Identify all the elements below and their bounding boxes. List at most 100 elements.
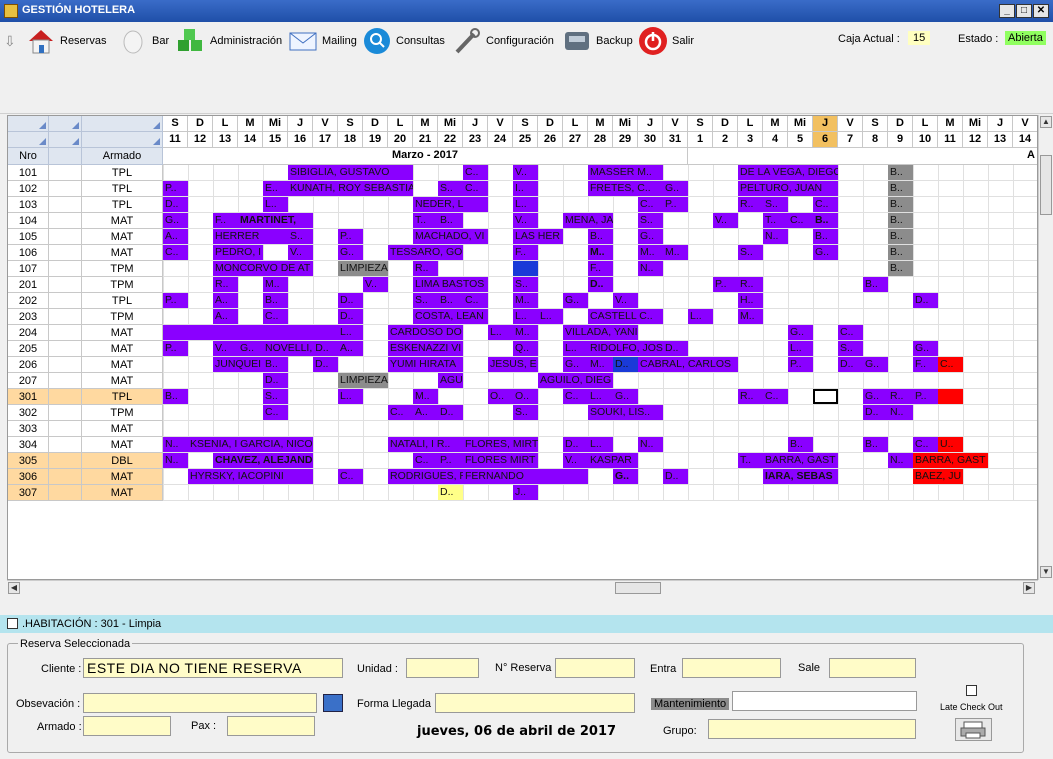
booking-block[interactable]: BARRA, GAST: [763, 453, 838, 468]
booking-block[interactable]: S..: [638, 213, 663, 228]
booking-block[interactable]: D..: [438, 405, 463, 420]
booking-block[interactable]: S..: [738, 245, 763, 260]
booking-block[interactable]: [163, 325, 338, 340]
day-letter[interactable]: J: [463, 116, 488, 132]
day-number[interactable]: 6: [813, 132, 838, 148]
day-number[interactable]: 4: [763, 132, 788, 148]
booking-block[interactable]: S..: [763, 197, 788, 212]
booking-block[interactable]: V..: [713, 213, 738, 228]
booking-block[interactable]: B..: [438, 293, 463, 308]
day-number[interactable]: 21: [413, 132, 438, 148]
day-letter[interactable]: Mi: [263, 116, 288, 132]
booking-block[interactable]: B..: [263, 357, 288, 372]
booking-block[interactable]: M..: [513, 293, 538, 308]
room-armado[interactable]: MAT: [82, 341, 163, 357]
day-number[interactable]: 14: [238, 132, 263, 148]
header-filter-cell[interactable]: [8, 116, 49, 132]
pax-field[interactable]: [227, 716, 315, 736]
booking-block[interactable]: U..: [938, 437, 963, 452]
booking-block[interactable]: D..: [338, 309, 363, 324]
day-letter[interactable]: S: [863, 116, 888, 132]
day-number[interactable]: 19: [363, 132, 388, 148]
header-filter-cell[interactable]: [49, 132, 82, 148]
booking-block[interactable]: LIMPIEZA: [338, 373, 388, 388]
day-number[interactable]: 23: [463, 132, 488, 148]
room-number[interactable]: 105: [8, 229, 49, 245]
scroll-down-icon[interactable]: ▼: [1040, 566, 1052, 578]
booking-block[interactable]: P..: [788, 357, 813, 372]
day-letter[interactable]: L: [388, 116, 413, 132]
booking-block[interactable]: D..: [863, 405, 888, 420]
booking-block[interactable]: JESUS, E: [488, 357, 538, 372]
booking-block[interactable]: B..: [888, 181, 913, 196]
toolbar-arrow-icon[interactable]: ⇩: [4, 32, 16, 49]
booking-block[interactable]: LAS HER: [513, 229, 563, 244]
day-number[interactable]: 17: [313, 132, 338, 148]
booking-block[interactable]: G..: [163, 213, 188, 228]
room-armado[interactable]: TPL: [82, 197, 163, 213]
booking-block[interactable]: FLORES, MIRT: [463, 437, 538, 452]
booking-block[interactable]: D..: [438, 485, 463, 500]
booking-block[interactable]: N..: [763, 229, 788, 244]
room-number[interactable]: 205: [8, 341, 49, 357]
consultas-button[interactable]: Consultas: [362, 24, 445, 58]
booking-block[interactable]: G..: [613, 469, 638, 484]
booking-block[interactable]: O..: [488, 389, 513, 404]
booking-block[interactable]: MACHADO, VI: [413, 229, 488, 244]
booking-block[interactable]: C..: [338, 469, 363, 484]
room-number[interactable]: 107: [8, 261, 49, 277]
booking-block[interactable]: C..: [638, 197, 663, 212]
day-number[interactable]: 13: [988, 132, 1013, 148]
booking-block[interactable]: G..: [238, 341, 263, 356]
print-button[interactable]: [955, 718, 992, 741]
booking-block[interactable]: L..: [263, 197, 288, 212]
booking-block[interactable]: KSENIA, I GARCIA, NICO: [188, 437, 313, 452]
day-letter[interactable]: J: [813, 116, 838, 132]
booking-block[interactable]: L..: [538, 309, 563, 324]
header-filter-cell[interactable]: [49, 116, 82, 132]
booking-block[interactable]: ESKENAZZI VI M..: [388, 341, 463, 356]
room-armado[interactable]: MAT: [82, 325, 163, 341]
mailing-button[interactable]: Mailing: [288, 24, 357, 58]
booking-block[interactable]: G..: [663, 181, 688, 196]
room-number[interactable]: 202: [8, 293, 49, 309]
booking-block[interactable]: D..: [838, 357, 863, 372]
vertical-scrollbar[interactable]: ▲ ▼: [1038, 115, 1052, 580]
room-number[interactable]: 206: [8, 357, 49, 373]
booking-block[interactable]: M..: [663, 245, 688, 260]
room-number[interactable]: 302: [8, 405, 49, 421]
day-letter[interactable]: M: [938, 116, 963, 132]
booking-block[interactable]: MONCORVO DE AT: [213, 261, 313, 276]
day-letter[interactable]: M: [413, 116, 438, 132]
booking-block[interactable]: V..: [213, 341, 238, 356]
booking-block[interactable]: SOUKI, LIS..: [588, 405, 663, 420]
booking-block[interactable]: TESSARO, GO: [388, 245, 463, 260]
room-number[interactable]: 101: [8, 165, 49, 181]
booking-block[interactable]: MARTINET,: [238, 213, 313, 228]
day-letter[interactable]: Mi: [438, 116, 463, 132]
booking-block[interactable]: V..: [363, 277, 388, 292]
booking-block[interactable]: C..: [163, 245, 188, 260]
booking-block[interactable]: C..: [938, 357, 963, 372]
booking-block[interactable]: C..: [463, 293, 488, 308]
booking-block[interactable]: BARRA, GAST: [913, 453, 988, 468]
booking-block[interactable]: B..: [863, 277, 888, 292]
booking-block[interactable]: CABRAL, CARLOS: [638, 357, 738, 372]
day-letter[interactable]: D: [713, 116, 738, 132]
booking-block[interactable]: B..: [813, 213, 838, 228]
booking-block[interactable]: M..: [738, 309, 763, 324]
room-number[interactable]: 306: [8, 469, 49, 485]
booking-block[interactable]: B..: [438, 213, 463, 228]
day-number[interactable]: 27: [563, 132, 588, 148]
booking-block[interactable]: PELTURO, JUAN: [738, 181, 838, 196]
booking-block[interactable]: L..: [488, 325, 513, 340]
room-armado[interactable]: TPM: [82, 261, 163, 277]
day-number[interactable]: 5: [788, 132, 813, 148]
day-number[interactable]: 30: [638, 132, 663, 148]
booking-block[interactable]: NOVELLI, D..: [263, 341, 338, 356]
booking-block[interactable]: VILLADA, YANINA: [563, 325, 638, 340]
booking-block[interactable]: JUNQUEI: [213, 357, 263, 372]
late-checkout-checkbox[interactable]: [966, 685, 977, 696]
booking-block[interactable]: S..: [263, 389, 288, 404]
booking-block[interactable]: N..: [888, 453, 913, 468]
